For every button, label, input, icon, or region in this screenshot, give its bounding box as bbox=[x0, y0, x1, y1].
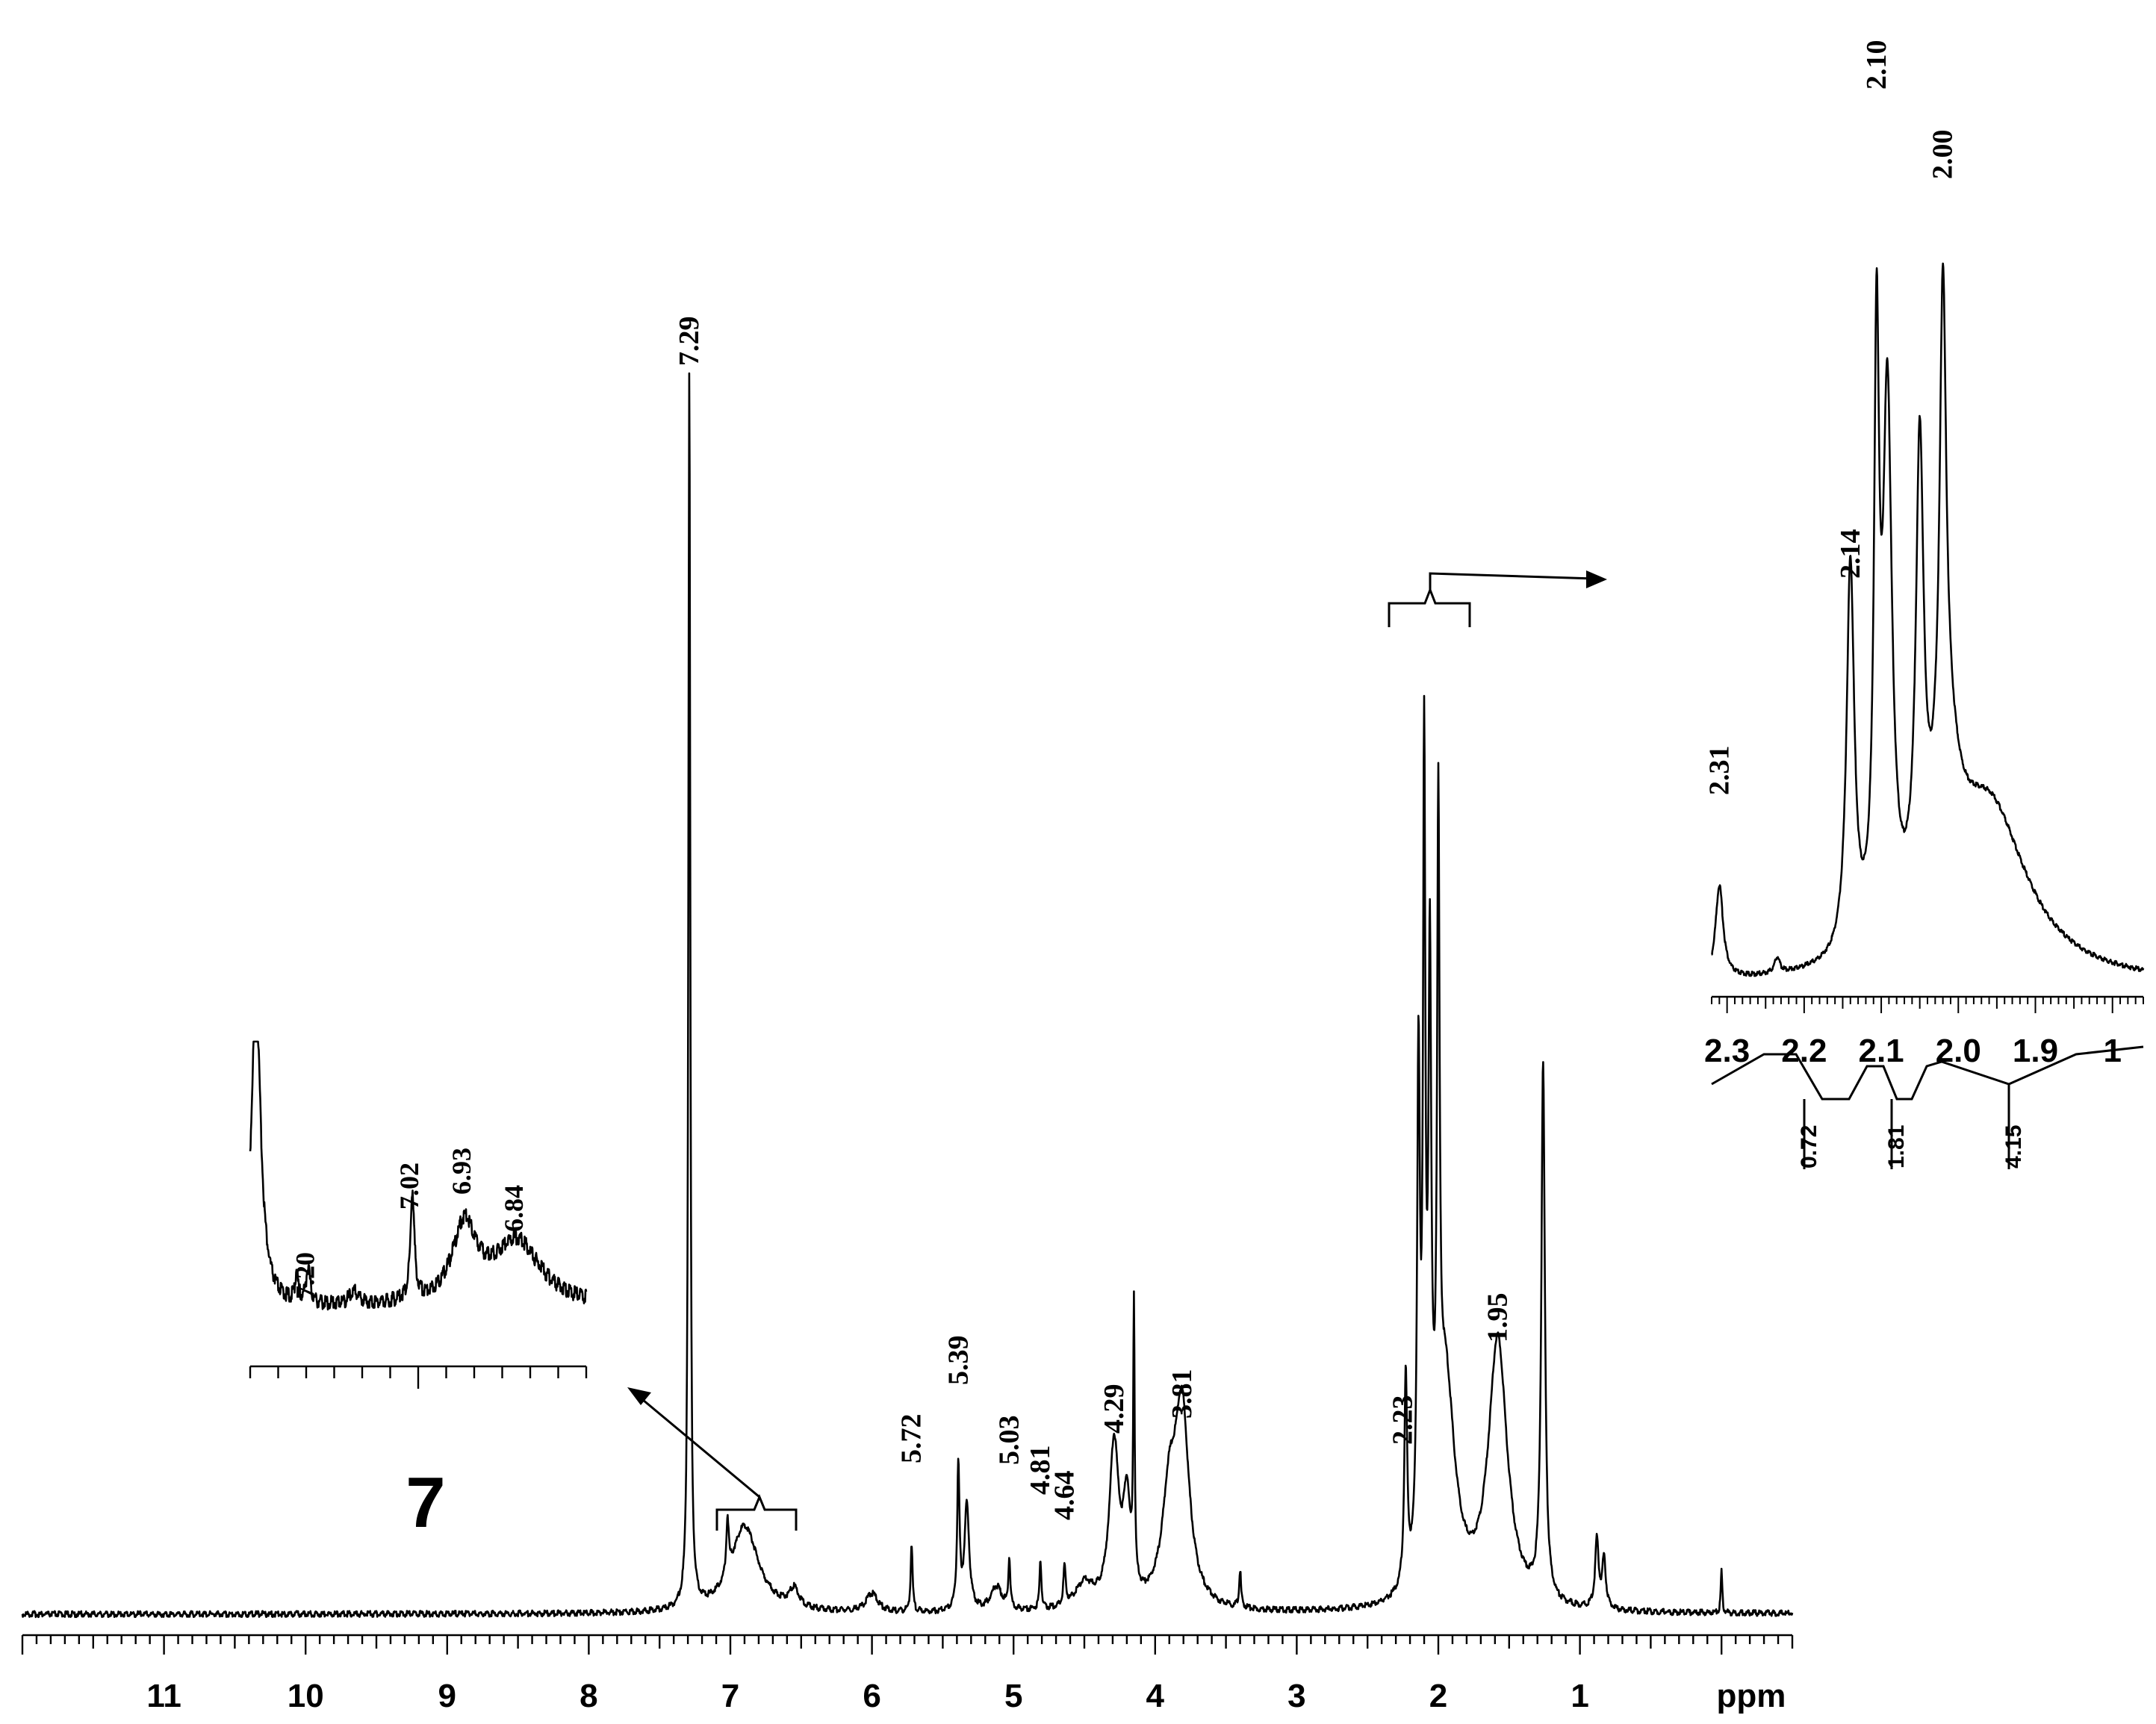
aromatic-inset-ticks bbox=[249, 1366, 588, 1389]
aliphatic-inset-peak-labels: 2.31 2.14 2.10 2.00 bbox=[1703, 40, 1958, 796]
integral-label: 4.15 bbox=[2001, 1125, 2026, 1168]
aliphatic-inset-panel: 2.3 2.2 2.1 2.0 1.9 1 2.312.142.102.00 0.72 1.… bbox=[1703, 40, 2145, 1169]
main-tick-label: 8 bbox=[580, 1678, 597, 1714]
aliphatic-inset-ticks bbox=[1711, 997, 2144, 1013]
main-peak-label: 4.81 bbox=[1025, 1446, 1056, 1496]
main-tick-label: 6 bbox=[863, 1678, 880, 1714]
main-peak-label: 2.23 bbox=[1387, 1395, 1418, 1446]
aliphatic-inset-tick-label: 2.0 bbox=[1936, 1033, 1981, 1069]
main-peak-label: 5.03 bbox=[994, 1416, 1025, 1466]
compound-number: 7 bbox=[406, 1463, 445, 1543]
aromatic-inset-panel: 7.20 7.02 6.93 6.84 7 bbox=[249, 1040, 588, 1543]
main-peak-label: 4.64 bbox=[1049, 1471, 1081, 1521]
aliphatic-inset-peak-label: 2.10 bbox=[1861, 40, 1892, 90]
integral-label: 0.72 bbox=[1797, 1125, 1821, 1168]
aliphatic-inset-tick-label: 2.2 bbox=[1781, 1033, 1827, 1069]
aromatic-inset-trace bbox=[249, 1040, 588, 1311]
integral-trace bbox=[1711, 1045, 2144, 1101]
aliphatic-inset-peak-label: 2.00 bbox=[1927, 130, 1959, 180]
aliphatic-inset-tick-label: 2.3 bbox=[1704, 1033, 1750, 1069]
main-tick-label: 1 bbox=[1571, 1678, 1588, 1714]
main-peak-labels: 7.29 5.72 5.39 5.034.814.64 4.29 3.81 2.23 1.95 bbox=[674, 317, 1514, 1521]
main-peak-label: 5.39 bbox=[942, 1336, 974, 1386]
main-peak-label: 4.29 bbox=[1099, 1384, 1130, 1434]
aliphatic-arrow-shaft bbox=[1429, 572, 1595, 590]
main-peak-label: 3.81 bbox=[1166, 1369, 1198, 1419]
main-x-tick-labels: 11 10 9 8 7 6 5 4 3 2 1 ppm bbox=[146, 1678, 1786, 1714]
main-peak-label: 1.95 bbox=[1482, 1293, 1514, 1343]
aromatic-inset-peak-label: 6.93 bbox=[447, 1148, 476, 1195]
aromatic-arrow-head bbox=[627, 1387, 651, 1405]
aliphatic-inset-tick-label: 1.9 bbox=[2013, 1033, 2058, 1069]
main-tick-label: 2 bbox=[1429, 1678, 1447, 1714]
main-spectrum-trace bbox=[21, 372, 1794, 1619]
aliphatic-inset-peak-label: 2.31 bbox=[1703, 746, 1735, 796]
integral-label: 1.81 bbox=[1884, 1125, 1909, 1168]
main-tick-label: 7 bbox=[721, 1678, 739, 1714]
aromatic-inset-peak-label: 6.84 bbox=[499, 1185, 529, 1232]
integral-labels: 0.72 1.81 4.15 bbox=[1797, 1125, 2026, 1168]
aromatic-arrow-shaft bbox=[638, 1395, 760, 1499]
aromatic-inset-peak-labels: 7.20 7.02 6.93 6.84 bbox=[291, 1148, 529, 1299]
main-tick-label: 11 bbox=[146, 1678, 181, 1714]
main-peak-label: 7.29 bbox=[674, 317, 705, 367]
aliphatic-inset-trace bbox=[1711, 262, 2145, 977]
main-tick-label: 4 bbox=[1146, 1678, 1165, 1714]
aromatic-inset-peak-label: 7.20 bbox=[291, 1252, 320, 1299]
main-tick-label: 5 bbox=[1004, 1678, 1022, 1714]
aliphatic-inset-tick-labels: 2.3 2.2 2.1 2.0 1.9 1 bbox=[1704, 1033, 2122, 1069]
main-tick-label: ppm bbox=[1717, 1678, 1786, 1714]
aliphatic-arrow-head bbox=[1586, 570, 1607, 588]
main-tick-label: 10 bbox=[288, 1678, 324, 1714]
expansion-annotations bbox=[627, 570, 1607, 1531]
aliphatic-inset-peak-label: 2.14 bbox=[1835, 529, 1866, 579]
main-tick-label: 9 bbox=[438, 1678, 456, 1714]
main-tick-label: 3 bbox=[1287, 1678, 1305, 1714]
main-x-ticks bbox=[21, 1635, 1794, 1655]
aromatic-inset-peak-label: 7.02 bbox=[394, 1163, 424, 1210]
aliphatic-bracket bbox=[1388, 586, 1471, 627]
main-spectrum-panel: 11 10 9 8 7 6 5 4 3 2 1 ppm 7.29 5.72 5.39 5.034.814.6… bbox=[21, 317, 1794, 1714]
main-peak-label: 5.72 bbox=[896, 1414, 928, 1464]
aliphatic-inset-tick-label: 2.1 bbox=[1858, 1033, 1904, 1069]
